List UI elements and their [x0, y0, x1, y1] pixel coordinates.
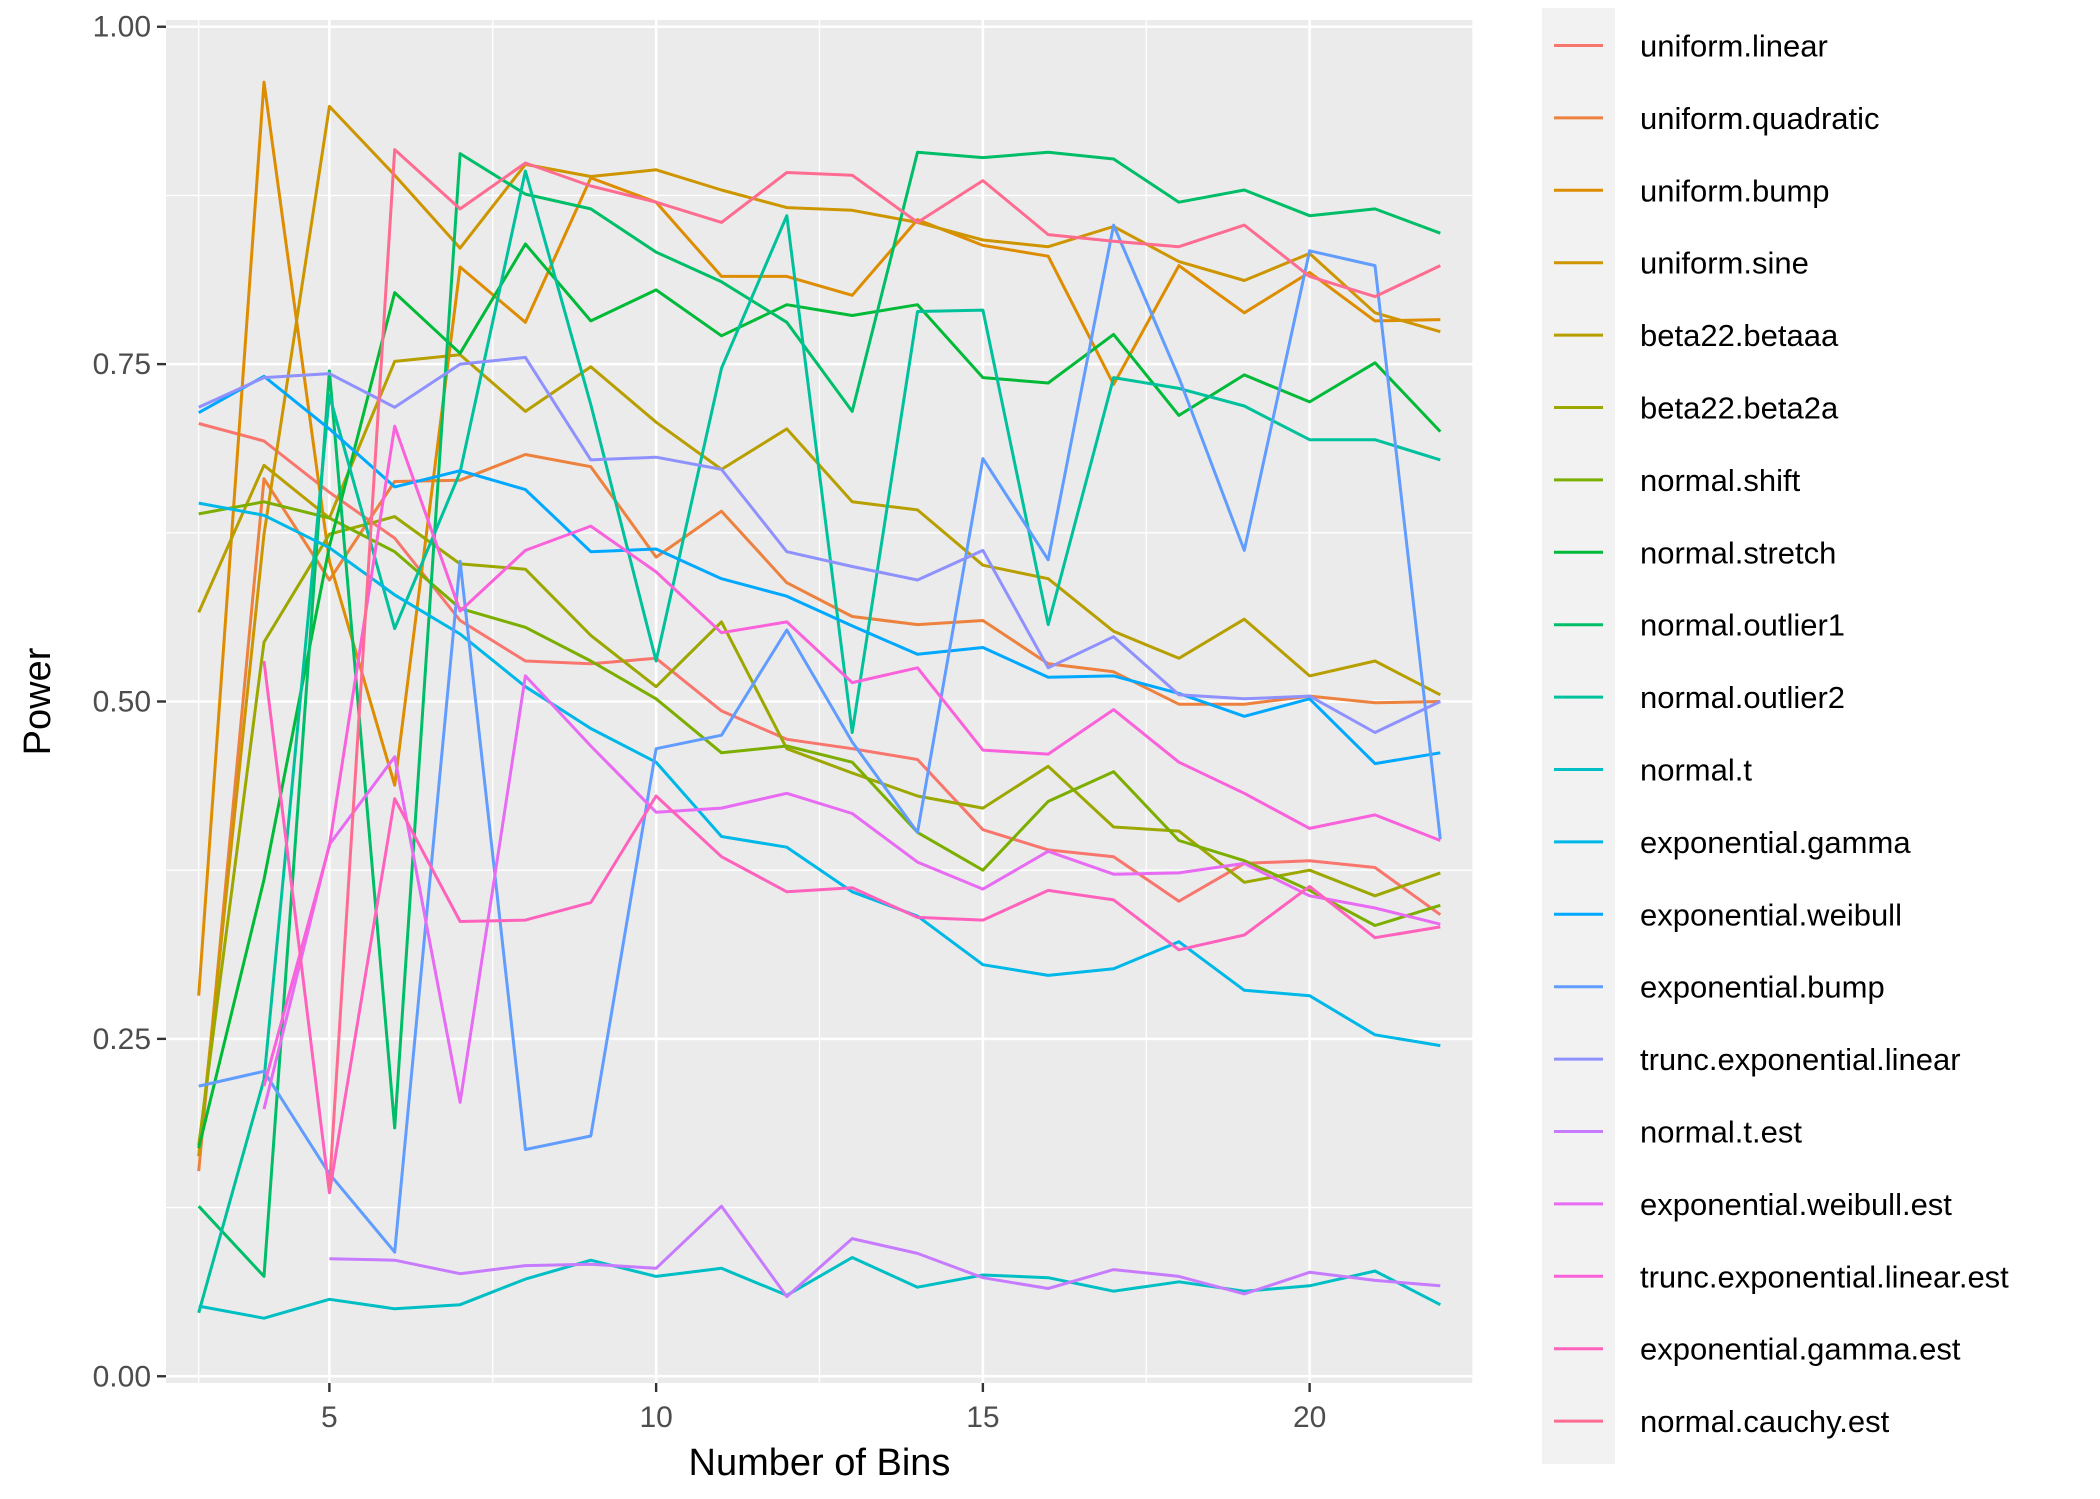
legend-item: uniform.quadratic — [1554, 101, 1880, 136]
series-line-beta22.beta2a — [197, 515, 1441, 1146]
legend-label: uniform.quadratic — [1640, 101, 1880, 136]
y-axis: 0.00 0.25 0.50 0.75 1.00 — [93, 11, 166, 1393]
series-lines — [197, 80, 1442, 1320]
series-line-exponential.bump — [198, 223, 1442, 1254]
legend-item: beta22.betaaa — [1554, 318, 1839, 353]
series-line-exponential.gamma — [198, 501, 1441, 1048]
x-tick-label: 15 — [966, 1401, 999, 1434]
y-tick-label: 0.25 — [93, 1023, 151, 1056]
series-line-uniform.bump — [197, 80, 1441, 996]
legend-label: trunc.exponential.linear.est — [1640, 1259, 2009, 1294]
series-line-normal.outlier1 — [197, 150, 1441, 1278]
legend: uniform.linear uniform.quadratic uniform.b… — [1542, 8, 2009, 1464]
y-tick-label: 0.75 — [93, 348, 151, 381]
series-line-trunc.exponential.linear.est — [262, 424, 1441, 1087]
y-tick-label: 0.50 — [93, 686, 151, 719]
legend-label: trunc.exponential.linear — [1640, 1042, 1961, 1077]
series-line-exponential.gamma.est — [262, 660, 1441, 1195]
legend-item: uniform.bump — [1554, 173, 1830, 208]
legend-label: uniform.linear — [1640, 29, 1828, 64]
series-line-normal.t.est — [329, 1204, 1441, 1299]
legend-label: uniform.bump — [1640, 173, 1830, 208]
legend-item: normal.t — [1554, 753, 1752, 788]
legend-item: normal.t.est — [1554, 1115, 1802, 1150]
series-line-exponential.weibull — [197, 374, 1441, 766]
legend-item: normal.shift — [1554, 463, 1801, 498]
legend-label: normal.t — [1640, 753, 1752, 788]
y-tick-label: 1.00 — [93, 11, 151, 44]
series-line-uniform.sine — [197, 104, 1441, 1157]
legend-item: exponential.gamma — [1554, 825, 1911, 860]
x-tick-label: 10 — [639, 1401, 672, 1434]
legend-label: exponential.weibull.est — [1640, 1187, 1952, 1222]
legend-item: uniform.sine — [1554, 246, 1809, 281]
series-line-trunc.exponential.linear — [198, 355, 1441, 734]
legend-label: uniform.sine — [1640, 246, 1809, 281]
legend-label: exponential.gamma.est — [1640, 1332, 1961, 1367]
legend-key-background — [1542, 8, 1615, 1464]
legend-item: uniform.linear — [1554, 29, 1828, 64]
legend-label: normal.cauchy.est — [1640, 1404, 1890, 1439]
series-line-uniform.linear — [198, 422, 1442, 916]
x-tick-label: 20 — [1293, 1401, 1326, 1434]
x-axis: 5 10 15 20 — [321, 1383, 1326, 1434]
legend-item: normal.outlier1 — [1554, 608, 1845, 643]
legend-item: exponential.weibull.est — [1554, 1187, 1952, 1222]
legend-item: beta22.beta2a — [1554, 391, 1839, 426]
legend-label: exponential.bump — [1640, 970, 1885, 1005]
major-gridlines — [166, 20, 1473, 1383]
series-line-normal.stretch — [197, 242, 1442, 1149]
series-line-exponential.weibull.est — [262, 674, 1441, 1110]
legend-label: exponential.gamma — [1640, 825, 1911, 860]
legend-label: beta22.betaaa — [1640, 318, 1839, 353]
legend-label: normal.shift — [1640, 463, 1801, 498]
legend-item: normal.stretch — [1554, 535, 1836, 570]
legend-item: exponential.gamma.est — [1554, 1332, 1961, 1367]
x-axis-title: Number of Bins — [689, 1442, 951, 1484]
series-line-uniform.quadratic — [197, 453, 1441, 1172]
y-axis-title: Power — [17, 647, 59, 755]
legend-item: normal.outlier2 — [1554, 680, 1845, 715]
legend-label: exponential.weibull — [1640, 897, 1902, 932]
series-line-normal.shift — [198, 500, 1441, 927]
x-tick-label: 5 — [321, 1401, 338, 1434]
legend-item: trunc.exponential.linear.est — [1554, 1259, 2009, 1294]
legend-item: trunc.exponential.linear — [1554, 1042, 1961, 1077]
y-tick-label: 0.00 — [93, 1360, 151, 1393]
legend-item: exponential.bump — [1554, 970, 1885, 1005]
legend-item: normal.cauchy.est — [1554, 1404, 1890, 1439]
legend-label: normal.stretch — [1640, 535, 1836, 570]
legend-label: beta22.beta2a — [1640, 391, 1839, 426]
legend-label: normal.t.est — [1640, 1115, 1802, 1150]
legend-label: normal.outlier2 — [1640, 680, 1845, 715]
legend-item: exponential.weibull — [1554, 897, 1902, 932]
series-line-normal.cauchy.est — [327, 148, 1441, 1189]
legend-label: normal.outlier1 — [1640, 608, 1845, 643]
